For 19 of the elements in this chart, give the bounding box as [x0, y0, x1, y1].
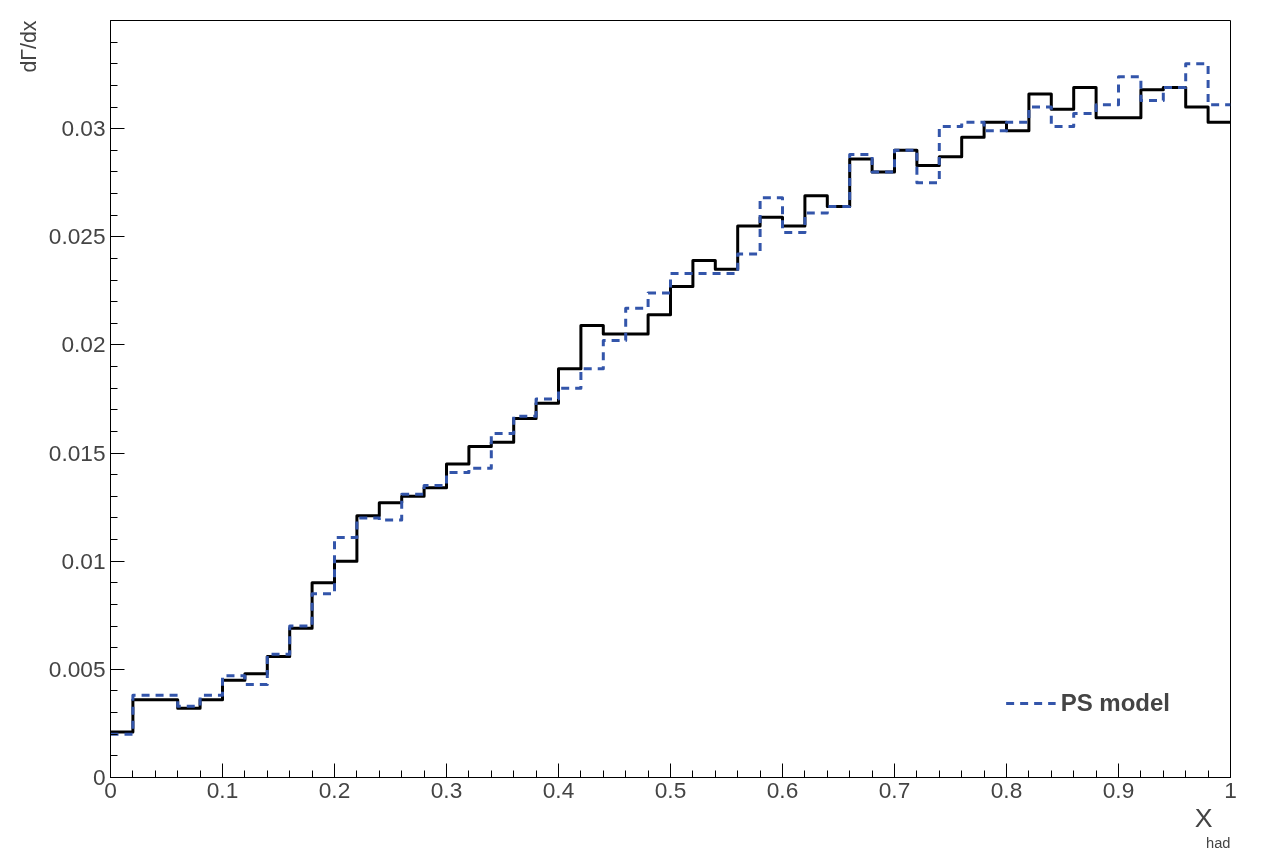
x-tick-label: 1 — [1224, 776, 1237, 803]
y-tick-label: 0.01 — [61, 547, 106, 574]
y-tick-label: 0.025 — [48, 223, 106, 250]
x-tick-label: 0.9 — [1102, 776, 1135, 803]
x-tick-label: 0.4 — [542, 776, 575, 803]
x-tick-label: 0.6 — [766, 776, 799, 803]
y-tick-label: 0.015 — [48, 439, 106, 466]
x-tick-label: 0.2 — [318, 776, 351, 803]
x-tick-label: 0.7 — [878, 776, 911, 803]
x-tick-label: 0.8 — [990, 776, 1023, 803]
y-tick-label: 0.005 — [48, 655, 106, 682]
x-axis-title: Xhad — [1194, 802, 1231, 851]
y-tick-label: 0.03 — [61, 115, 106, 142]
legend-label: PS model — [1060, 689, 1170, 717]
x-tick-label: 0.3 — [430, 776, 463, 803]
x-tick-label: 0.1 — [206, 776, 239, 803]
y-tick-label: 0.02 — [61, 331, 106, 358]
x-tick-label: 0.5 — [654, 776, 687, 803]
y-axis-title: dΓ/dx — [16, 20, 41, 73]
